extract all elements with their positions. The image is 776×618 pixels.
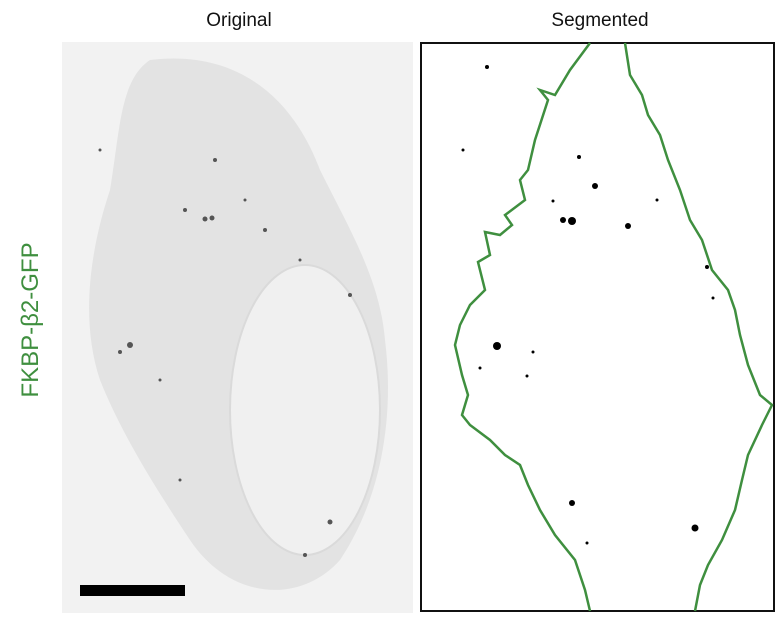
right-title: Segmented <box>551 10 648 31</box>
page: Original Segmented FKBP-β2-GFP (() => { … <box>0 0 776 613</box>
original-image <box>62 42 413 613</box>
row-label: FKBP-β2-GFP <box>17 242 44 397</box>
segmented-image <box>421 43 774 611</box>
scale-bar <box>80 585 185 596</box>
figure: Original Segmented FKBP-β2-GFP <box>0 0 776 613</box>
left-title: Original <box>206 10 271 31</box>
